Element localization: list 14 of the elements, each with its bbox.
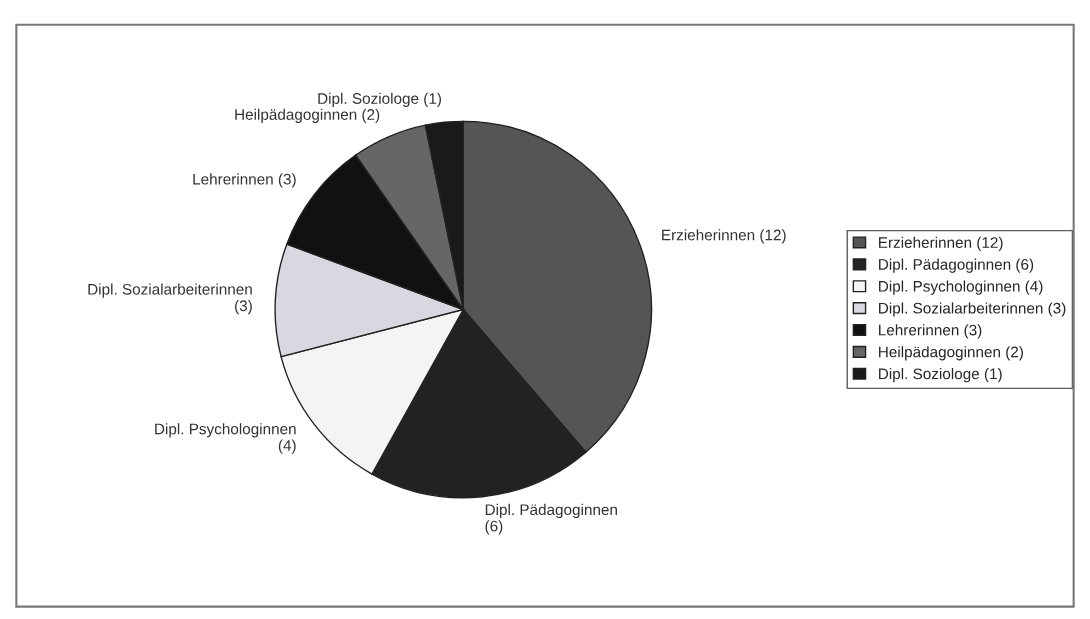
legend-label: Dipl. Pädagoginnen (6) [879, 258, 1034, 273]
slice-label: Heilpädagoginnen (2) [235, 108, 380, 123]
legend-label: Dipl. Soziologe (1) [879, 368, 1002, 383]
legend-label: Dipl. Psychologinnen (4) [879, 280, 1043, 295]
slice-label: Dipl. Soziologe (1) [318, 92, 441, 107]
legend-label: Erzieherinnen (12) [879, 236, 1003, 251]
legend-label: Heilpädagoginnen (2) [879, 346, 1023, 361]
slice-label: Dipl. Pädagoginnen (6) [485, 503, 617, 535]
slice-label: Dipl. Psychologinnen (4) [155, 423, 296, 454]
slice-label: Dipl. Sozialarbeiterinnen (3) [88, 283, 252, 315]
slice-label: Lehrerinnen (3) [193, 173, 296, 188]
legend-label: Dipl. Sozialarbeiterinnen (3) [879, 302, 1066, 317]
legend-label: Lehrerinnen (3) [879, 324, 982, 339]
slice-label: Erzieherinnen (12) [662, 229, 786, 244]
